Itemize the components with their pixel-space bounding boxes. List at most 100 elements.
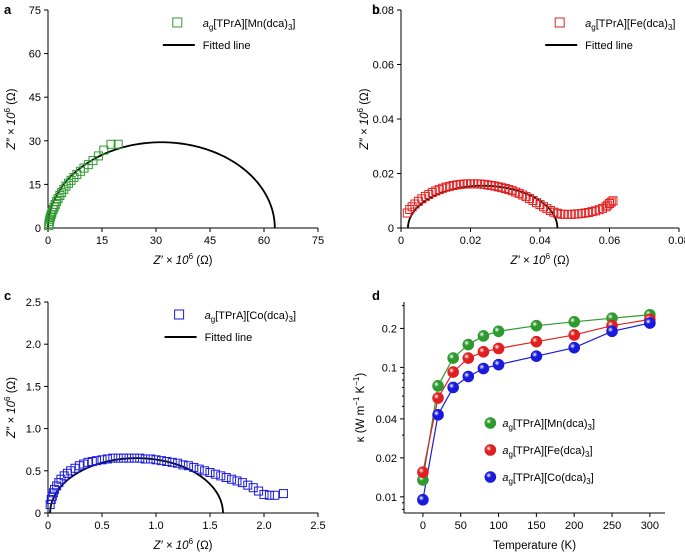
data-point — [278, 489, 288, 499]
y-tick-label: 0.04 — [373, 114, 394, 126]
data-point — [545, 206, 555, 216]
data-point — [605, 198, 614, 208]
data-point — [407, 202, 417, 212]
x-tick-label: 0.08 — [668, 235, 685, 247]
legend-label: ag[TPrA][Fe(dca)3] — [585, 18, 675, 32]
data-point — [486, 180, 496, 190]
data-point — [248, 483, 258, 493]
data-point — [608, 196, 618, 206]
y-tick-label: 2.0 — [26, 339, 41, 351]
data-point — [50, 199, 60, 209]
data-point — [432, 409, 444, 421]
legend-marker — [172, 17, 183, 28]
panel-label-b: b — [372, 2, 380, 17]
fitted-line — [47, 141, 276, 229]
data-point — [462, 370, 475, 383]
data-point — [99, 145, 109, 155]
data-point — [530, 319, 543, 332]
data-point — [598, 203, 608, 213]
x-tick-label: 60 — [258, 235, 270, 247]
data-point — [462, 352, 475, 364]
data-point — [580, 208, 590, 218]
y-tick-label: 0.06 — [373, 60, 394, 72]
data-point — [54, 478, 64, 488]
data-point — [530, 335, 543, 348]
y-tick-label: 75 — [29, 5, 41, 17]
x-tick-label: 200 — [565, 520, 583, 532]
data-point — [477, 330, 490, 342]
data-point — [549, 207, 559, 217]
data-point — [124, 453, 134, 463]
x-axis-label: Z′ × 106 (Ω) — [510, 252, 570, 267]
data-point — [113, 139, 123, 149]
x-tick-label: 0.04 — [529, 235, 550, 247]
x-tick-label: 2.0 — [256, 520, 271, 532]
legend-label: Fitted line — [203, 40, 251, 52]
y-axis-label: Z″ × 106 (Ω) — [356, 88, 371, 150]
data-point — [194, 464, 204, 474]
x-tick-label: 45 — [204, 235, 216, 247]
legend-marker — [174, 309, 185, 320]
data-point — [178, 460, 188, 470]
data-point — [417, 493, 429, 506]
data-point — [448, 180, 458, 190]
data-point — [507, 186, 517, 196]
data-point — [479, 179, 489, 189]
data-point — [254, 486, 264, 496]
data-point — [56, 474, 66, 484]
x-tick-label: 2.5 — [310, 520, 325, 532]
data-point — [237, 478, 247, 488]
x-tick-label: 50 — [455, 520, 467, 532]
data-point — [46, 212, 56, 222]
data-point — [514, 188, 524, 198]
y-tick-label: 0.1 — [382, 362, 397, 374]
data-point — [432, 380, 444, 392]
legend-marker — [484, 471, 497, 483]
x-axis-label: Z′ × 106 (Ω) — [153, 252, 213, 267]
data-point — [119, 453, 129, 463]
data-point — [431, 186, 441, 196]
data-point — [264, 490, 274, 500]
y-tick-label: 0.02 — [373, 169, 394, 181]
y-tick-label: 0.2 — [382, 323, 397, 335]
data-point — [189, 462, 199, 472]
data-point — [591, 206, 601, 216]
data-point — [500, 183, 510, 193]
x-tick-label: 75 — [312, 235, 324, 247]
data-point — [48, 488, 58, 498]
y-axis-label: Z″ × 106 (Ω) — [3, 377, 18, 439]
x-tick-label: 0 — [45, 520, 51, 532]
data-point — [452, 180, 462, 190]
data-point — [530, 350, 543, 363]
data-point — [511, 187, 521, 197]
data-point — [438, 183, 448, 193]
series-line — [422, 314, 650, 481]
data-point — [432, 392, 444, 404]
x-tick-label: 30 — [150, 235, 162, 247]
data-point — [492, 342, 505, 355]
panel-d: d 0 50 100 150 200 250 300 0.01 0.02 0.04 0.1 0.2 Tem… — [352, 288, 665, 552]
data-point — [577, 209, 587, 219]
legend-label: ag[TPrA][Co(dca)3] — [502, 472, 593, 486]
data-point — [59, 471, 69, 481]
data-point — [216, 471, 226, 481]
data-point — [259, 489, 269, 499]
panel-a: a 0 15 30 45 60 75 0 15 30 45 60 75 Z′ × 106 (Ω) Z″ × … — [3, 2, 324, 267]
data-point — [492, 358, 505, 371]
x-axis-label: Temperature (K) — [493, 540, 576, 552]
y-tick-label: 0.04 — [376, 414, 397, 426]
data-point — [108, 453, 118, 463]
data-point — [447, 366, 459, 378]
panel-label-c: c — [4, 288, 11, 303]
y-tick-label: 0.08 — [373, 5, 394, 17]
data-point — [417, 466, 429, 478]
series-line — [422, 322, 650, 500]
data-point — [587, 207, 597, 217]
data-point — [434, 185, 444, 195]
data-point — [492, 325, 505, 338]
y-axis-label: κ (W m−1 K−1) — [352, 373, 367, 443]
data-point — [441, 182, 451, 192]
panel-label-a: a — [4, 2, 12, 17]
data-point — [151, 455, 161, 465]
